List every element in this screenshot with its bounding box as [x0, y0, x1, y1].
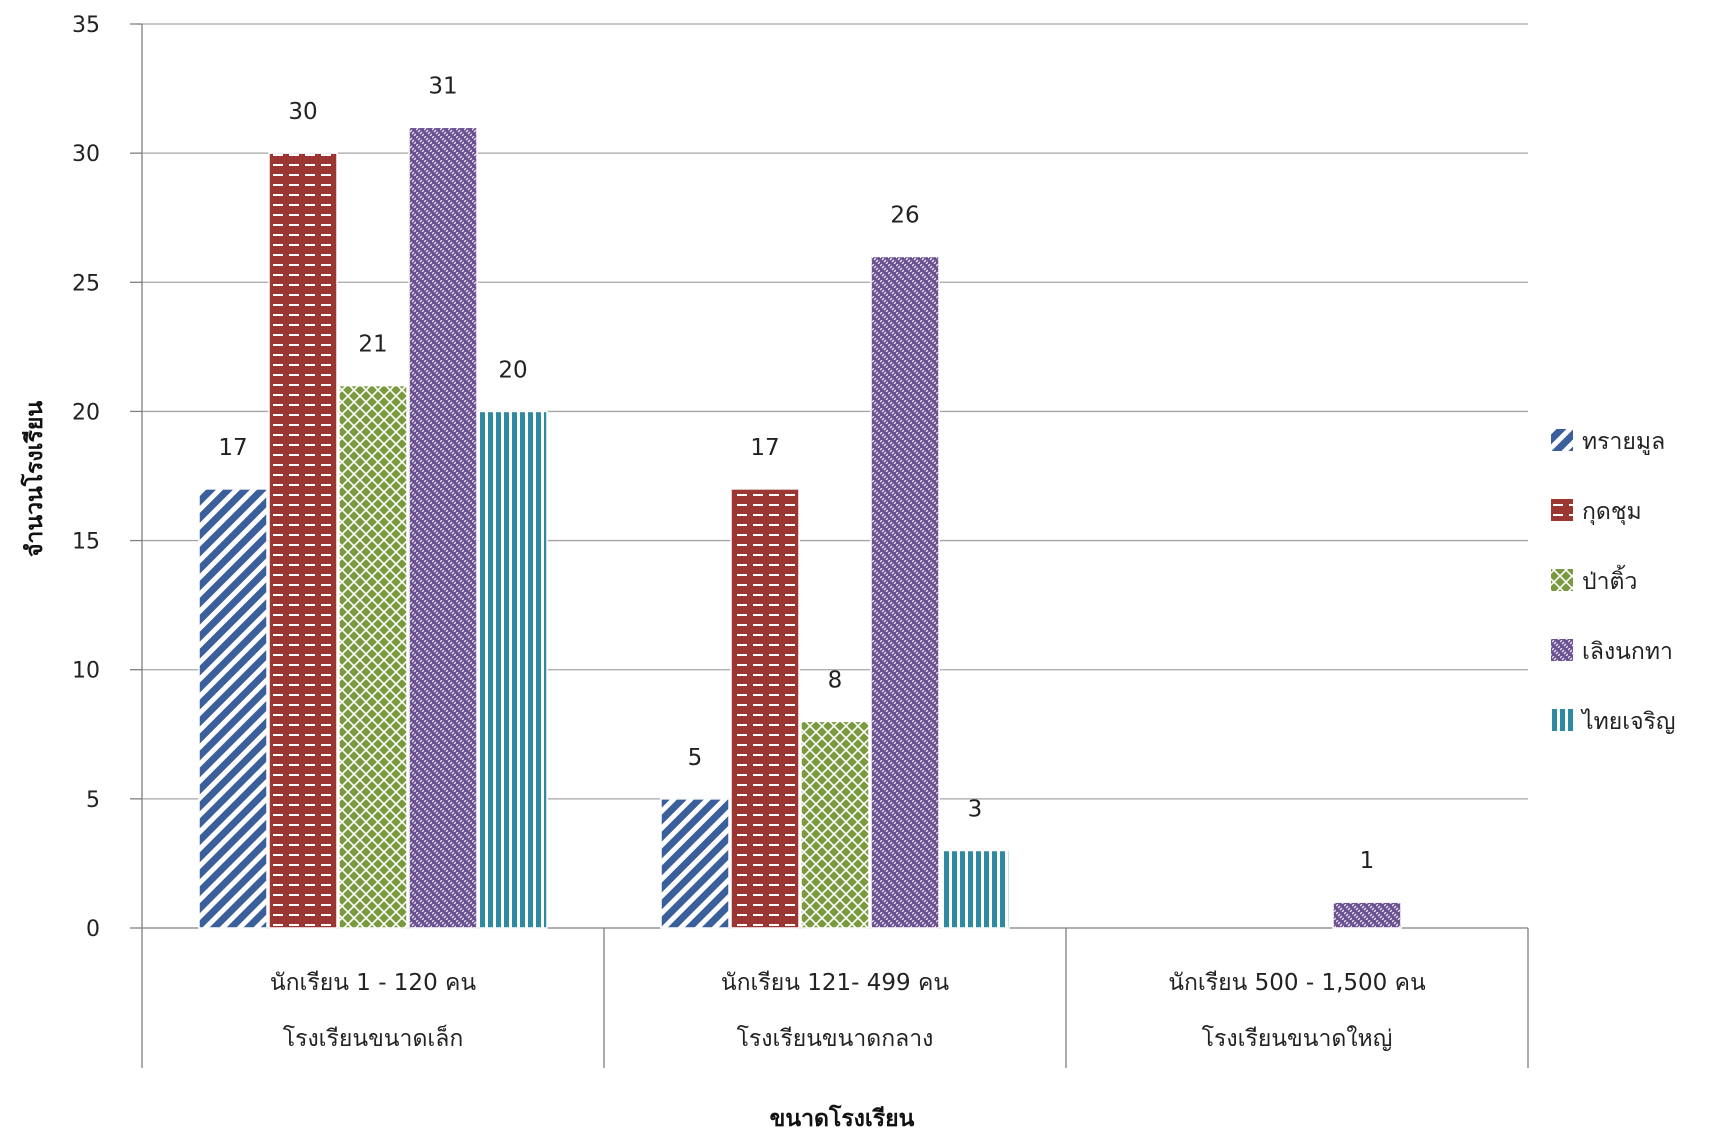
- data-label: 21: [358, 332, 387, 358]
- y-tick-labels: 0 5 10 15 20 25 30 35: [72, 13, 100, 942]
- axes: [141, 24, 1529, 1068]
- data-label: 30: [288, 99, 317, 125]
- y-tick-label: 20: [72, 400, 100, 425]
- legend-label: ไทยเจริญ: [1580, 708, 1676, 735]
- y-tick-label: 15: [72, 530, 100, 555]
- category-group-label: โรงเรียนขนาดกลาง: [737, 1025, 934, 1052]
- legend-label: ทรายมูล: [1582, 429, 1665, 455]
- legend-swatch: [1551, 639, 1573, 661]
- y-tick-label: 25: [72, 271, 100, 296]
- legend-item: ไทยเจริญ: [1551, 708, 1676, 735]
- category-group-label: โรงเรียนขนาดใหญ่: [1202, 1025, 1393, 1052]
- bar: [268, 152, 338, 929]
- bar: [408, 126, 478, 929]
- y-axis-title: จำนวนโรงเรียน: [20, 401, 48, 557]
- data-label: 3: [968, 797, 983, 823]
- legend-swatch: [1551, 499, 1573, 521]
- data-label: 20: [498, 357, 527, 383]
- category-group-label: โรงเรียนขนาดเล็ก: [283, 1023, 464, 1052]
- bar: [338, 384, 408, 929]
- legend-label: เลิงนกทา: [1582, 639, 1673, 665]
- legend-label: กุดชุม: [1582, 499, 1642, 525]
- bar: [198, 488, 268, 929]
- bar: [478, 410, 548, 929]
- bar: [870, 255, 940, 929]
- y-tick-label: 10: [72, 659, 100, 684]
- data-label: 31: [428, 73, 457, 99]
- data-label: 5: [688, 745, 703, 771]
- data-label: 17: [750, 435, 779, 461]
- legend-item: กุดชุม: [1551, 499, 1642, 525]
- data-label: 8: [828, 667, 843, 693]
- data-label: 1: [1360, 848, 1375, 874]
- legend-swatch: [1551, 569, 1573, 591]
- legend-item: ทรายมูล: [1551, 429, 1665, 455]
- y-tick-label: 35: [72, 13, 100, 38]
- x-axis-title: ขนาดโรงเรียน: [770, 1104, 915, 1132]
- category-label: นักเรียน 1 - 120 คน: [270, 970, 477, 996]
- legend-label: ป่าติ้ว: [1582, 565, 1637, 595]
- legend-item: ป่าติ้ว: [1551, 565, 1637, 595]
- bar: [1332, 901, 1402, 929]
- data-label: 26: [890, 202, 919, 228]
- legend-item: เลิงนกทา: [1551, 639, 1673, 665]
- category-label: นักเรียน 121- 499 คน: [721, 970, 949, 996]
- bar: [940, 849, 1010, 929]
- y-tick-label: 30: [72, 142, 100, 167]
- legend-swatch: [1551, 429, 1573, 451]
- category-label: นักเรียน 500 - 1,500 คน: [1168, 970, 1426, 996]
- bar: [800, 720, 870, 929]
- data-label: 17: [218, 435, 247, 461]
- legend-swatch: [1551, 709, 1573, 731]
- y-tick-label: 0: [86, 917, 100, 942]
- bars: [198, 126, 1402, 929]
- bar: [660, 798, 730, 929]
- y-tick-label: 5: [86, 788, 100, 813]
- bar: [730, 488, 800, 929]
